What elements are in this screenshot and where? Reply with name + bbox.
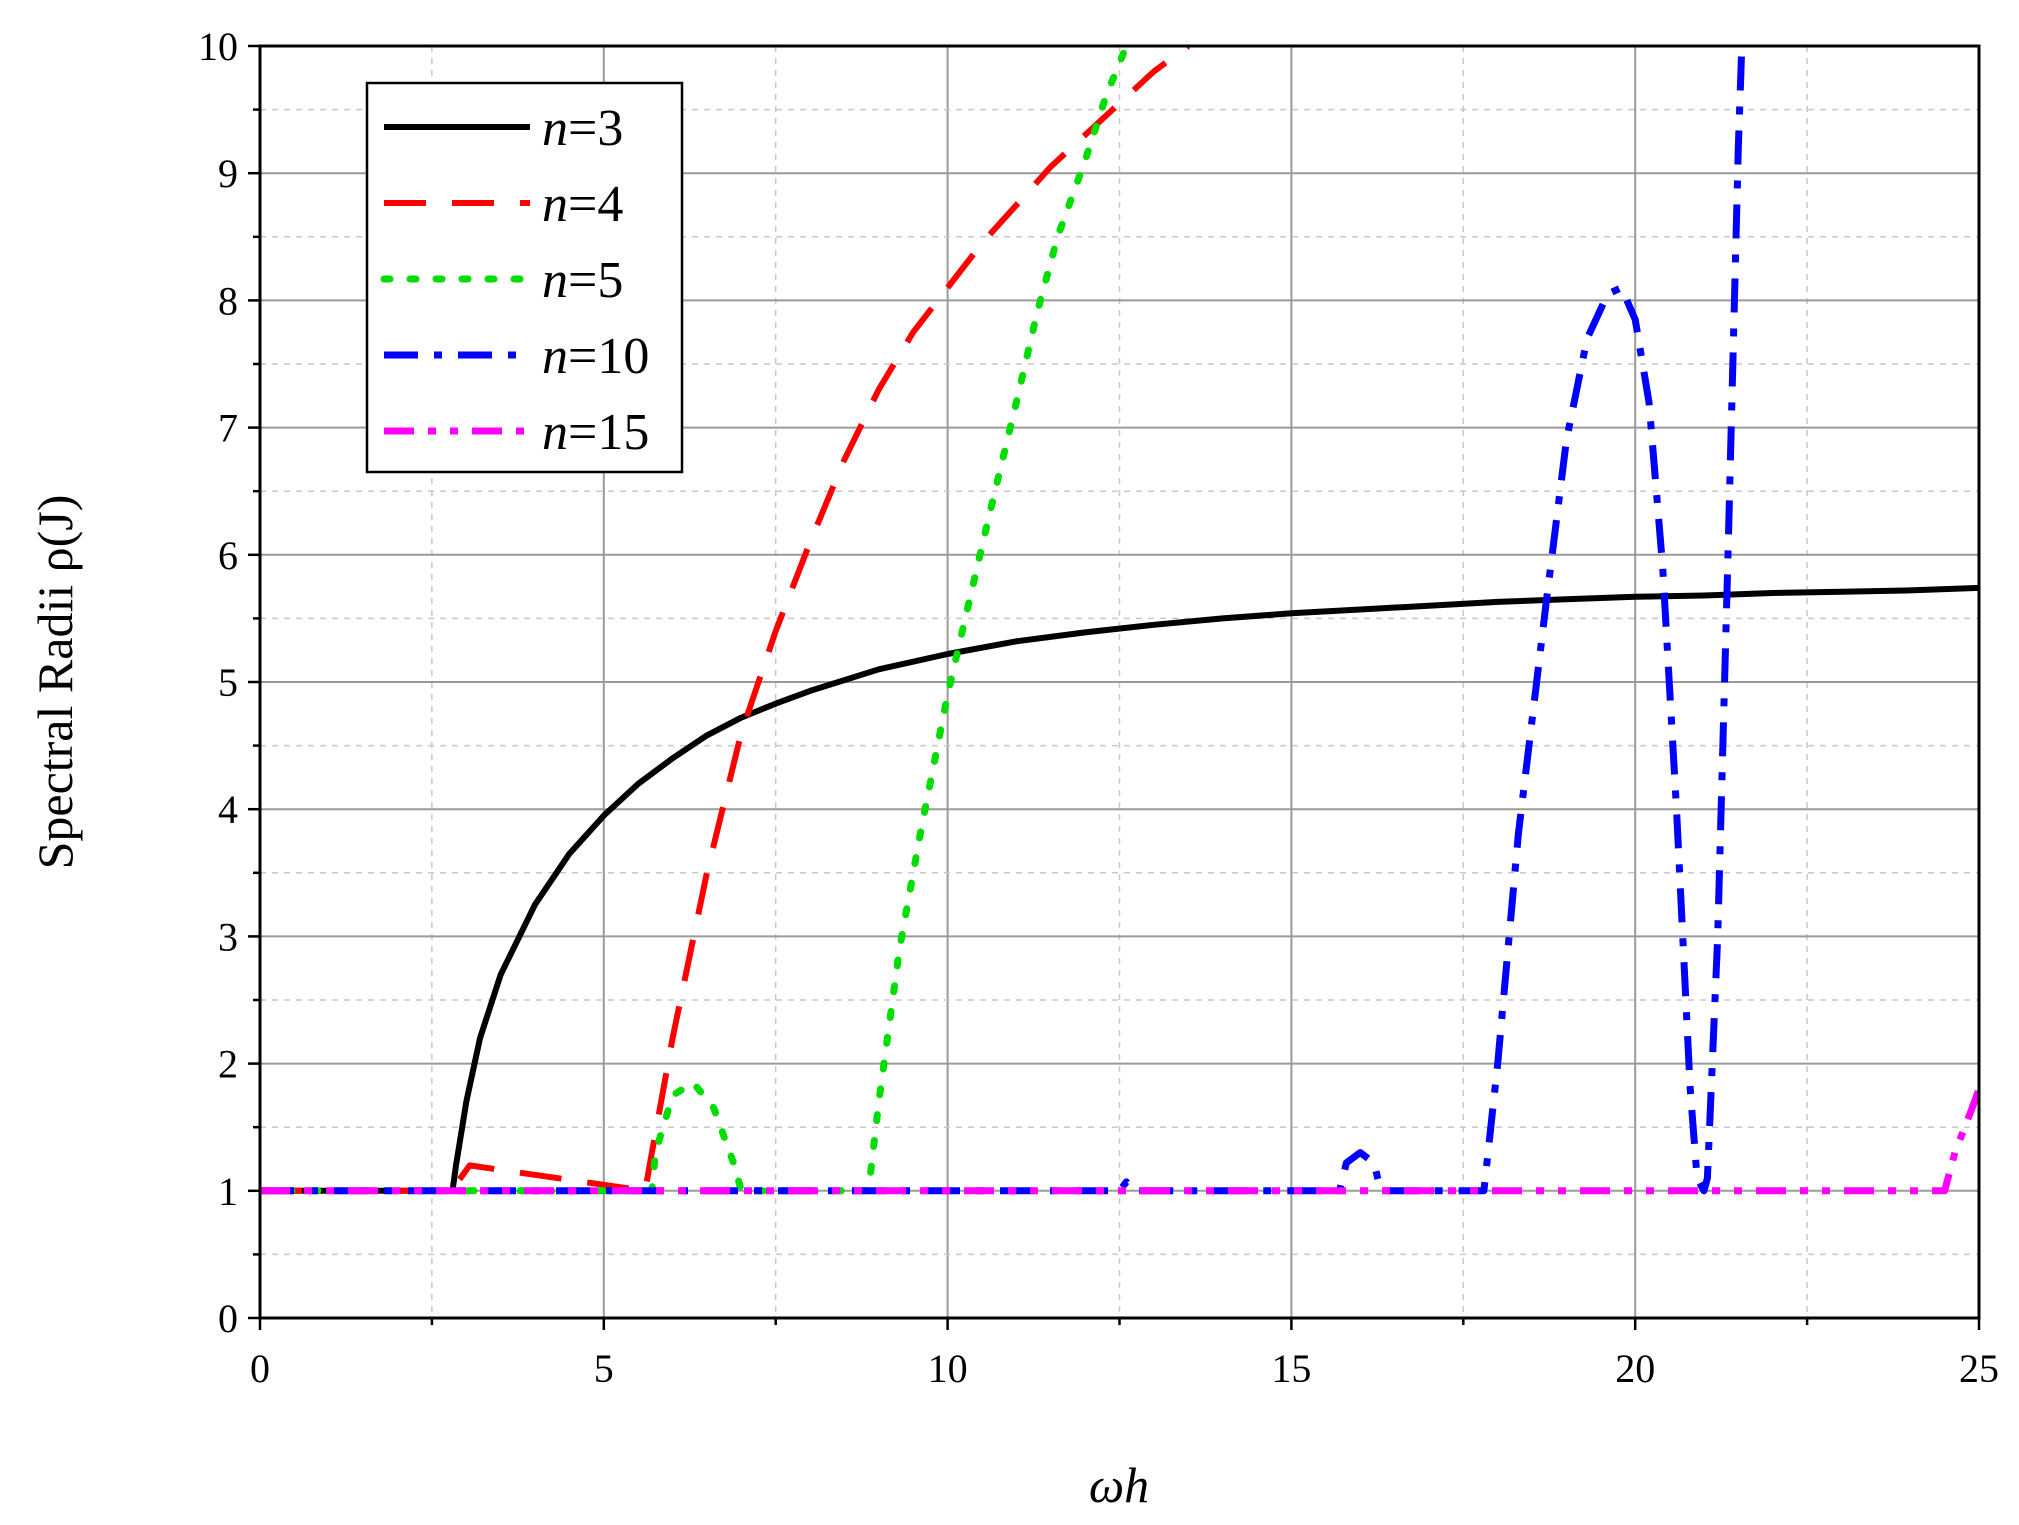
legend-box <box>365 81 684 474</box>
x-tick-labels: 0 5 10 15 20 25 <box>250 1346 1999 1391</box>
legend-label: n=4 <box>542 176 623 233</box>
x-tick-label: 20 <box>1615 1346 1655 1391</box>
y-tick-label: 0 <box>218 1296 238 1341</box>
axis-ticks <box>248 44 1981 1330</box>
y-tick-label: 1 <box>218 1169 238 1214</box>
x-tick-label: 10 <box>928 1346 968 1391</box>
series-line-n-10 <box>260 46 1746 1195</box>
y-tick-label: 4 <box>218 787 238 832</box>
y-tick-label: 9 <box>218 151 238 196</box>
y-tick-label: 6 <box>218 533 238 578</box>
y-tick-label: 7 <box>218 406 238 451</box>
legend-label: n=5 <box>542 252 623 309</box>
legend-label: n=10 <box>542 328 649 385</box>
y-tick-label: 5 <box>218 660 238 705</box>
legend-label: n=3 <box>542 100 623 157</box>
y-tick-label: 8 <box>218 278 238 323</box>
y-tick-labels: 0 1 2 3 4 5 6 7 8 9 10 <box>198 24 238 1341</box>
grid <box>260 46 1979 1318</box>
series-line-n-3 <box>260 584 1979 1194</box>
series-line-n-15 <box>260 1087 1979 1195</box>
legend: n=3 n=4 n=5 n=10 n=15 <box>365 81 684 474</box>
series-line-n-4 <box>260 46 1191 1194</box>
legend-label: n=15 <box>542 404 649 461</box>
x-tick-label: 15 <box>1271 1346 1311 1391</box>
x-tick-label: 25 <box>1959 1346 1999 1391</box>
series-line-n-5 <box>260 46 1130 1195</box>
y-tick-label: 3 <box>218 914 238 959</box>
plot-series <box>260 46 1979 1195</box>
x-tick-label: 0 <box>250 1346 270 1391</box>
x-tick-label: 5 <box>594 1346 614 1391</box>
y-axis-title: Spectral Radii ρ(J) <box>27 495 83 870</box>
y-tick-label: 10 <box>198 24 238 69</box>
y-tick-label: 2 <box>218 1042 238 1087</box>
x-axis-title: ωh <box>1089 1457 1149 1513</box>
